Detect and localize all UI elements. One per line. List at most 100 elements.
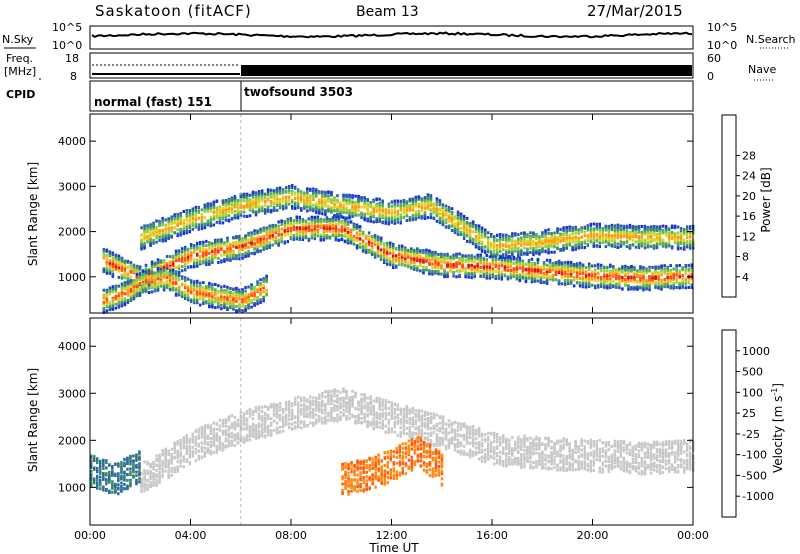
power-cell <box>523 235 526 239</box>
power-cell <box>250 234 253 238</box>
power-cell <box>223 259 226 263</box>
nsearch-tick-top: 10^5 <box>707 21 737 34</box>
power-cell <box>328 227 332 231</box>
power-cell <box>191 212 194 216</box>
freq-tick-top: 18 <box>65 52 79 65</box>
power-cell <box>645 280 648 283</box>
power-cell <box>648 275 651 279</box>
power-cell <box>559 239 562 243</box>
power-cell <box>440 258 443 262</box>
power-cell <box>545 270 549 274</box>
power-cell <box>470 256 473 260</box>
power-cell <box>446 264 449 268</box>
power-cell <box>386 262 389 266</box>
power-cell <box>286 224 289 228</box>
power-cell <box>108 259 112 263</box>
power-cell <box>618 279 621 283</box>
power-cell <box>407 248 410 252</box>
power-cell <box>645 284 648 288</box>
power-cell <box>147 273 151 277</box>
power-cell <box>184 254 187 258</box>
power-cell <box>274 236 277 240</box>
power-cell <box>262 240 265 244</box>
power-cell <box>202 250 205 254</box>
power-cell <box>547 232 550 235</box>
power-cell <box>236 214 240 217</box>
power-cell <box>288 202 291 206</box>
power-cell <box>669 276 672 280</box>
power-cell <box>577 236 580 240</box>
power-cell <box>477 245 481 249</box>
power-cell <box>181 259 184 263</box>
power-cell <box>598 229 601 233</box>
power-cell <box>313 227 317 231</box>
power-cell <box>536 269 540 272</box>
power-cell <box>357 194 360 198</box>
power-cell <box>443 253 446 257</box>
power-cell <box>569 264 573 268</box>
power-cell <box>453 227 457 231</box>
power-cell <box>285 186 288 189</box>
power-cell <box>392 243 395 247</box>
power-cell <box>572 268 576 272</box>
power-cell <box>205 244 208 248</box>
power-cell <box>369 212 372 216</box>
power-cell <box>597 276 600 280</box>
power-cell <box>473 271 476 275</box>
power-cell <box>315 201 318 205</box>
power-cell <box>351 200 354 204</box>
power-cell <box>152 233 155 237</box>
power-cell <box>490 252 493 256</box>
power-cell <box>411 202 415 206</box>
power-cell <box>306 199 309 203</box>
power-cell <box>604 228 608 232</box>
power-cell <box>565 246 568 250</box>
power-cell <box>423 202 427 206</box>
power-cell <box>324 210 327 214</box>
power-cell <box>437 263 440 267</box>
power-cell <box>663 264 666 268</box>
power-cell <box>339 211 342 215</box>
power-cell <box>577 228 580 232</box>
power-cell <box>471 225 475 229</box>
power-cell <box>289 229 292 233</box>
power-cell <box>545 263 549 267</box>
power-cell <box>399 220 402 224</box>
power-cell <box>575 281 579 285</box>
power-cell <box>263 192 267 196</box>
power-cell <box>376 238 380 241</box>
power-cell <box>432 202 436 206</box>
power-cell <box>337 238 341 242</box>
power-cell <box>480 249 484 253</box>
power-cell <box>660 266 663 270</box>
power-cell <box>538 242 541 246</box>
power-cell <box>202 255 205 259</box>
power-cell <box>256 240 259 244</box>
power-cell <box>600 284 603 288</box>
power-cell <box>666 285 669 289</box>
power-cell <box>342 216 345 220</box>
power-cell <box>253 244 256 248</box>
power-cell <box>361 230 365 234</box>
power-cell <box>168 260 172 264</box>
power-cell <box>232 250 235 254</box>
power-cell <box>194 225 197 229</box>
power-cell <box>396 220 399 224</box>
power-cell <box>268 227 271 231</box>
power-cell <box>144 263 148 267</box>
power-cell <box>597 263 600 267</box>
power-cell <box>339 202 342 206</box>
power-cell <box>212 215 216 219</box>
power-cell <box>247 241 250 244</box>
power-cell <box>603 268 606 272</box>
power-cell <box>431 250 434 254</box>
power-cell <box>313 225 317 229</box>
power-cell <box>405 200 409 204</box>
power-cell <box>488 270 491 274</box>
power-cell <box>114 266 118 270</box>
power-cell <box>301 235 305 239</box>
power-cell <box>193 262 196 266</box>
power-cell <box>392 257 395 261</box>
power-cell <box>654 270 657 274</box>
power-cell <box>398 244 401 248</box>
